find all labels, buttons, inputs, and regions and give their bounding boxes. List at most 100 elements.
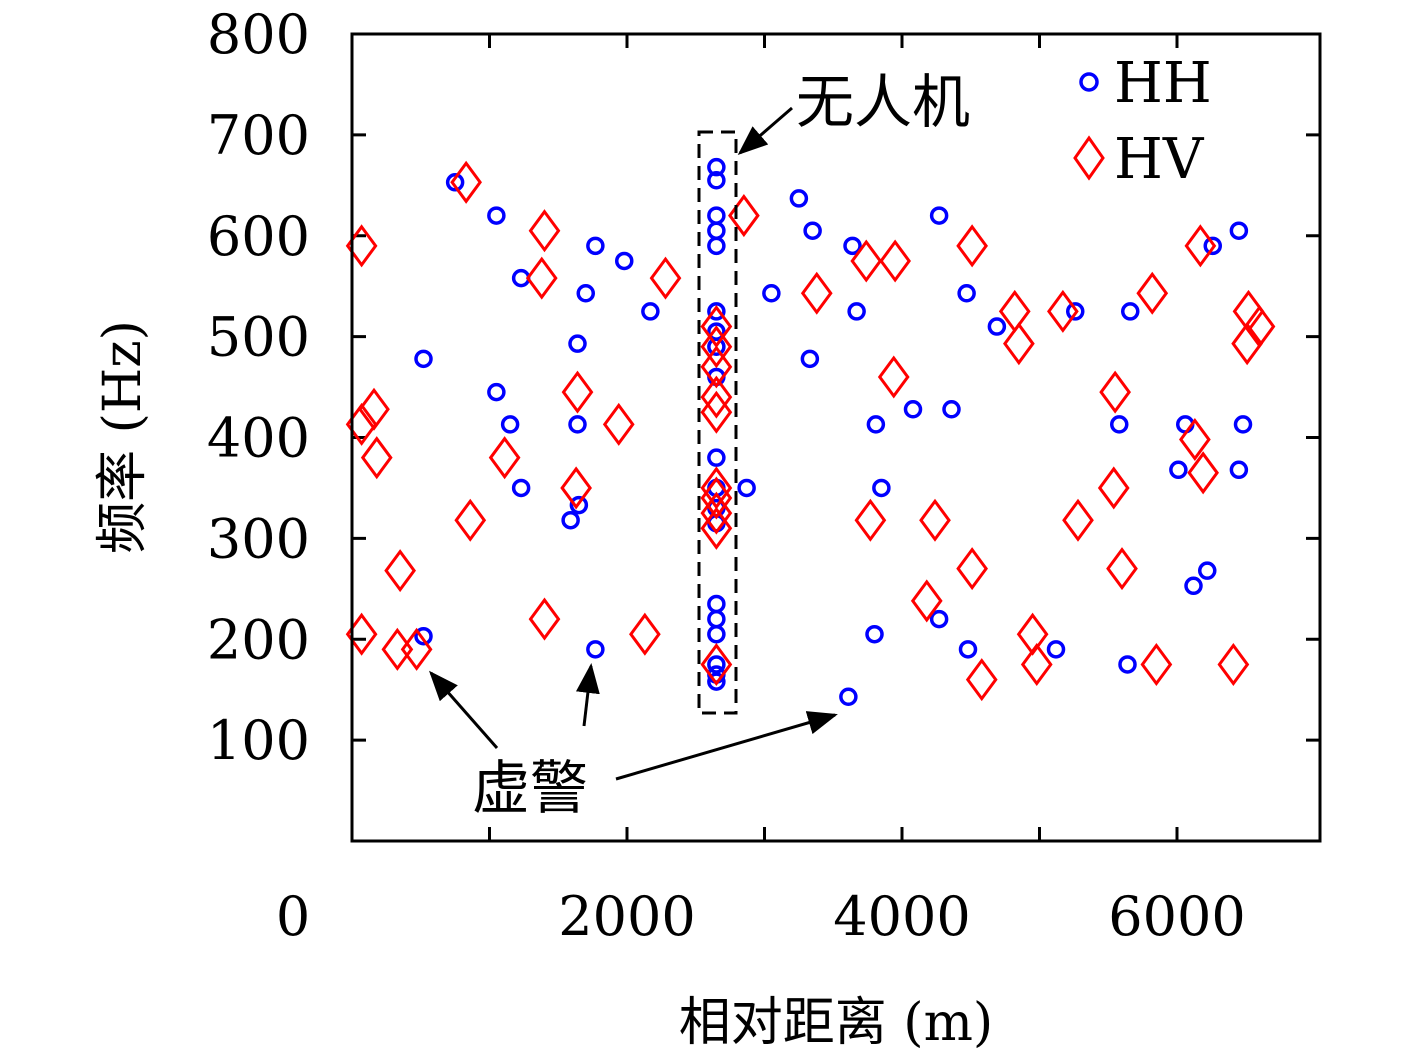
- point-hh-39: [800, 349, 820, 369]
- point-hh-13: [586, 236, 605, 256]
- point-hh-51: [957, 283, 976, 303]
- y-tick-label-800: 800: [207, 3, 310, 66]
- point-hv-41: [1003, 322, 1035, 366]
- point-hv-48: [1106, 547, 1138, 591]
- point-hh-17: [707, 157, 726, 177]
- point-hh-5: [500, 415, 520, 434]
- x-tick-label-4000: 4000: [833, 885, 970, 948]
- point-hh-56: [1110, 415, 1129, 434]
- point-hv-15: [560, 466, 592, 510]
- y-tick-label-600: 600: [207, 205, 310, 268]
- point-hh-26: [707, 448, 726, 467]
- point-hh-22: [707, 302, 726, 321]
- point-hv-16: [602, 402, 635, 446]
- y-tick-label-400: 400: [207, 407, 310, 470]
- point-hv-34: [854, 498, 887, 542]
- point-hv-12: [525, 256, 558, 300]
- point-hh-59: [1169, 460, 1188, 480]
- point-hv-57: [1243, 305, 1276, 349]
- legend-marker-hh: [1079, 72, 1099, 92]
- point-hh-49: [929, 609, 949, 629]
- point-hh-30: [707, 594, 726, 614]
- point-hv-38: [956, 547, 988, 591]
- point-hh-12: [576, 283, 595, 303]
- point-hh-58: [1118, 655, 1137, 674]
- false-alarm-arrow-3: [615, 711, 838, 781]
- point-hh-3: [487, 206, 506, 225]
- point-hv-10: [488, 436, 521, 480]
- point-hv-51: [1179, 417, 1211, 462]
- y-tick-label-500: 500: [207, 306, 310, 369]
- point-hh-62: [1198, 561, 1217, 580]
- point-hv-46: [1099, 370, 1131, 414]
- point-hh-37: [762, 283, 781, 303]
- point-hh-33: [707, 655, 726, 674]
- point-hh-4: [487, 382, 506, 402]
- point-hv-31: [850, 239, 883, 283]
- point-hv-47: [1097, 466, 1130, 510]
- annotations: 无人机 虚警: [429, 68, 970, 822]
- point-hh-50: [942, 400, 961, 419]
- point-hv-26: [700, 491, 733, 535]
- point-hh-7: [511, 478, 531, 498]
- point-hv-13: [528, 597, 561, 641]
- point-hh-20: [707, 221, 726, 240]
- point-hv-25: [700, 476, 733, 520]
- point-hh-47: [903, 400, 923, 419]
- point-hv-17: [629, 612, 661, 656]
- point-hh-38: [789, 189, 809, 208]
- legend-label-hv: HV: [1114, 127, 1205, 192]
- point-hv-43: [1020, 642, 1053, 686]
- point-hv-45: [1062, 498, 1094, 542]
- drone-annotation-label: 无人机: [796, 68, 970, 136]
- point-hh-42: [847, 302, 866, 321]
- point-hv-27: [700, 506, 733, 550]
- point-hv-11: [528, 209, 561, 253]
- point-hv-52: [1184, 224, 1217, 268]
- x-tick-label-2000: 2000: [558, 885, 695, 948]
- x-axis-label: 相对距离 (m): [679, 993, 993, 1053]
- point-hh-31: [707, 609, 726, 629]
- point-hh-44: [866, 415, 886, 434]
- point-hh-14: [586, 640, 605, 659]
- y-tick-label-200: 200: [207, 608, 310, 671]
- point-hh-0: [414, 349, 433, 369]
- point-hh-52: [958, 640, 978, 659]
- plot-layer: 100 200 300 400 500 600 700 800 0 2000 4000 6000: [207, 3, 1320, 948]
- point-hh-57: [1121, 302, 1140, 321]
- point-hh-41: [843, 236, 862, 256]
- point-hv-20: [700, 325, 733, 369]
- legend: HH HV: [1073, 51, 1212, 192]
- point-hh-53: [987, 317, 1007, 336]
- point-hv-56: [1231, 322, 1263, 366]
- point-hh-48: [929, 206, 949, 225]
- point-hh-63: [1203, 236, 1222, 256]
- series-hh: [414, 157, 1253, 706]
- point-hh-1: [414, 626, 433, 646]
- point-hh-40: [803, 221, 822, 240]
- series-hv: [345, 160, 1276, 702]
- point-hh-9: [568, 415, 587, 434]
- plot-frame: [350, 32, 1322, 843]
- point-hv-49: [1136, 271, 1169, 315]
- point-hv-42: [1016, 612, 1049, 656]
- point-hv-22: [700, 375, 733, 419]
- point-hv-33: [877, 355, 910, 399]
- point-hv-7: [400, 627, 433, 671]
- point-hh-36: [737, 478, 756, 498]
- point-hh-10: [569, 495, 589, 515]
- false-alarm-arrow-2: [575, 663, 600, 727]
- y-tick-label-300: 300: [207, 507, 310, 570]
- point-hh-45: [872, 478, 891, 498]
- point-hv-50: [1140, 642, 1173, 686]
- point-hh-11: [561, 510, 580, 530]
- y-tick-label-100: 100: [207, 709, 310, 772]
- point-hv-14: [561, 370, 594, 414]
- point-hh-43: [839, 687, 858, 706]
- point-hv-23: [700, 390, 733, 434]
- point-hh-2: [445, 173, 465, 192]
- point-hv-3: [358, 387, 390, 431]
- point-hv-9: [454, 498, 487, 542]
- point-hh-55: [1046, 640, 1066, 659]
